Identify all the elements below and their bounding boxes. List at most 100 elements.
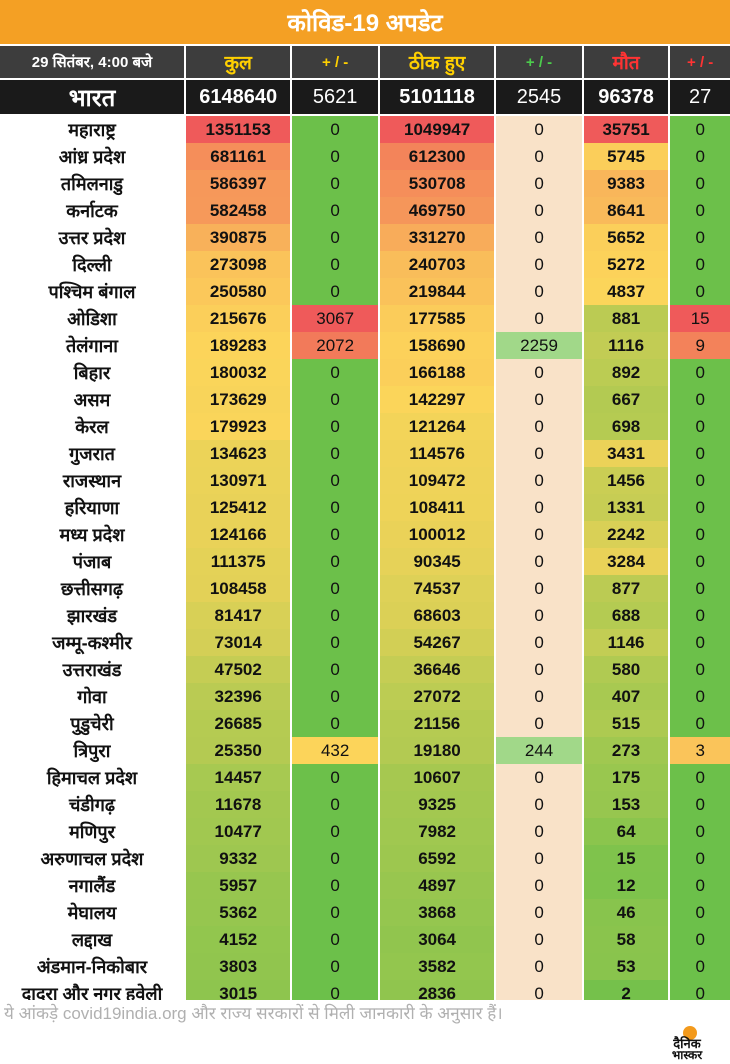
state-name: उत्तर प्रदेश: [0, 224, 184, 251]
state-deaths: 35751: [583, 116, 669, 143]
national-total: 6148640: [185, 80, 291, 114]
column-header-row: 29 सितंबर, 4:00 बजे कुल + / - ठीक हुए + …: [0, 46, 730, 78]
state-total-delta: 0: [292, 143, 378, 170]
state-recovered: 9325: [379, 791, 495, 818]
state-deaths-delta: 0: [670, 143, 730, 170]
national-name: भारत: [0, 80, 184, 114]
state-deaths-delta: 0: [670, 791, 730, 818]
state-name: ओडिशा: [0, 305, 184, 332]
state-recovered-delta: 0: [496, 656, 582, 683]
table-row: मध्य प्रदेश 124166 0 100012 0 2242 0: [0, 521, 730, 548]
state-deaths: 5745: [583, 143, 669, 170]
state-total-delta: 0: [292, 845, 378, 872]
state-recovered: 6592: [379, 845, 495, 872]
header-total: कुल: [185, 46, 291, 78]
state-deaths-delta: 0: [670, 251, 730, 278]
state-deaths: 2242: [583, 521, 669, 548]
state-name: मेघालय: [0, 899, 184, 926]
state-name: चंडीगढ़: [0, 791, 184, 818]
state-total: 25350: [185, 737, 291, 764]
state-deaths-delta: 0: [670, 602, 730, 629]
header-total-delta: + / -: [292, 46, 378, 78]
state-total: 4152: [185, 926, 291, 953]
state-recovered-delta: 0: [496, 845, 582, 872]
table-row: उत्तर प्रदेश 390875 0 331270 0 5652 0: [0, 224, 730, 251]
footer: ये आंकड़े covid19india.org और राज्य सरका…: [0, 1000, 730, 1064]
table-row: तमिलनाडु 586397 0 530708 0 9383 0: [0, 170, 730, 197]
state-recovered-delta: 0: [496, 359, 582, 386]
national-deaths: 96378: [583, 80, 669, 114]
state-total: 14457: [185, 764, 291, 791]
state-deaths-delta: 0: [670, 845, 730, 872]
state-recovered: 100012: [379, 521, 495, 548]
state-recovered: 36646: [379, 656, 495, 683]
state-recovered-delta: 0: [496, 575, 582, 602]
state-deaths-delta: 15: [670, 305, 730, 332]
table-row: गोवा 32396 0 27072 0 407 0: [0, 683, 730, 710]
state-recovered: 331270: [379, 224, 495, 251]
state-deaths: 580: [583, 656, 669, 683]
state-recovered-delta: 0: [496, 116, 582, 143]
state-deaths-delta: 0: [670, 467, 730, 494]
state-recovered-delta: 0: [496, 953, 582, 980]
state-recovered-delta: 244: [496, 737, 582, 764]
state-total-delta: 0: [292, 683, 378, 710]
state-total: 180032: [185, 359, 291, 386]
state-total: 273098: [185, 251, 291, 278]
state-total-delta: 0: [292, 359, 378, 386]
state-recovered-delta: 0: [496, 926, 582, 953]
state-total-delta: 0: [292, 413, 378, 440]
state-deaths: 46: [583, 899, 669, 926]
state-recovered-delta: 0: [496, 710, 582, 737]
state-total: 1351153: [185, 116, 291, 143]
table-row: लद्दाख 4152 0 3064 0 58 0: [0, 926, 730, 953]
state-name: त्रिपुरा: [0, 737, 184, 764]
state-deaths-delta: 0: [670, 899, 730, 926]
state-total-delta: 0: [292, 656, 378, 683]
state-deaths: 515: [583, 710, 669, 737]
state-total: 5957: [185, 872, 291, 899]
state-deaths-delta: 0: [670, 440, 730, 467]
state-name: गुजरात: [0, 440, 184, 467]
page-title: कोविड-19 अपडेट: [0, 0, 730, 44]
state-name: मध्य प्रदेश: [0, 521, 184, 548]
state-name: असम: [0, 386, 184, 413]
state-deaths: 153: [583, 791, 669, 818]
state-total-delta: 0: [292, 251, 378, 278]
state-deaths-delta: 0: [670, 710, 730, 737]
state-total-delta: 0: [292, 170, 378, 197]
state-deaths-delta: 0: [670, 197, 730, 224]
state-total: 11678: [185, 791, 291, 818]
state-recovered-delta: 0: [496, 170, 582, 197]
state-recovered: 109472: [379, 467, 495, 494]
state-name: अरुणाचल प्रदेश: [0, 845, 184, 872]
state-total-delta: 0: [292, 629, 378, 656]
state-total: 586397: [185, 170, 291, 197]
state-total: 125412: [185, 494, 291, 521]
state-deaths-delta: 0: [670, 926, 730, 953]
state-recovered: 10607: [379, 764, 495, 791]
state-recovered: 19180: [379, 737, 495, 764]
state-total-delta: 432: [292, 737, 378, 764]
national-recovered: 5101118: [379, 80, 495, 114]
state-recovered-delta: 0: [496, 521, 582, 548]
state-deaths: 12: [583, 872, 669, 899]
state-recovered-delta: 0: [496, 764, 582, 791]
state-deaths-delta: 0: [670, 656, 730, 683]
national-total-row: भारत 6148640 5621 5101118 2545 96378 27: [0, 80, 730, 114]
state-deaths-delta: 0: [670, 494, 730, 521]
header-recovered-delta: + / -: [496, 46, 582, 78]
state-name: पुडुचेरी: [0, 710, 184, 737]
state-deaths-delta: 0: [670, 413, 730, 440]
header-recovered: ठीक हुए: [379, 46, 495, 78]
state-recovered: 240703: [379, 251, 495, 278]
state-name: राजस्थान: [0, 467, 184, 494]
state-recovered-delta: 0: [496, 548, 582, 575]
table-row: तेलंगाना 189283 2072 158690 2259 1116 9: [0, 332, 730, 359]
state-name: तेलंगाना: [0, 332, 184, 359]
state-total: 215676: [185, 305, 291, 332]
state-recovered-delta: 0: [496, 413, 582, 440]
state-name: बिहार: [0, 359, 184, 386]
state-recovered: 469750: [379, 197, 495, 224]
state-recovered: 108411: [379, 494, 495, 521]
